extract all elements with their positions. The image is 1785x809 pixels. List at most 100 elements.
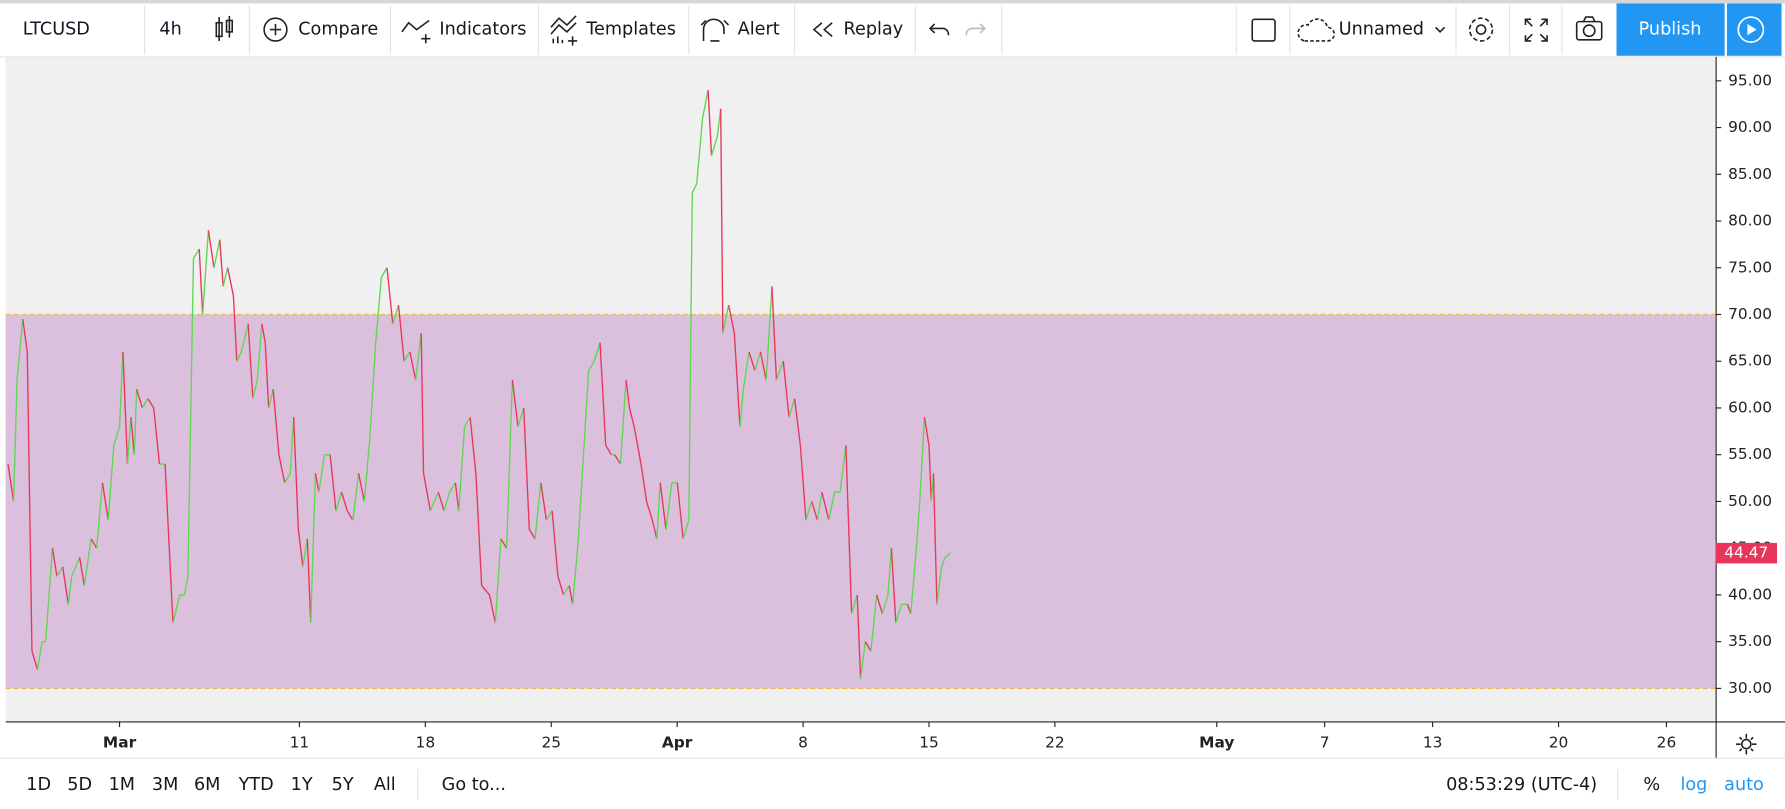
- x-tick-label: 22: [1045, 734, 1065, 752]
- layout-icon[interactable]: [1251, 18, 1276, 42]
- clock: 08:53:29 (UTC-4): [1446, 775, 1597, 795]
- line-segment: [588, 360, 595, 371]
- line-segment: [932, 473, 938, 605]
- top-border: [0, 0, 1785, 4]
- range-button[interactable]: 1D: [26, 775, 51, 795]
- line-segment: [494, 538, 502, 624]
- layout-name[interactable]: Unnamed: [1339, 20, 1424, 40]
- range-button[interactable]: 5Y: [332, 775, 354, 795]
- line-segment: [645, 501, 653, 521]
- line-segment: [314, 473, 320, 493]
- goto-button[interactable]: Go to...: [442, 775, 506, 795]
- range-button[interactable]: All: [374, 775, 396, 795]
- line-segment: [890, 548, 897, 624]
- line-segment: [701, 90, 709, 119]
- interval[interactable]: 4h: [159, 20, 181, 40]
- line-segment: [226, 267, 235, 296]
- range-button[interactable]: 5D: [67, 775, 92, 795]
- chart-type-icon[interactable]: [215, 15, 234, 41]
- scale-option[interactable]: auto: [1724, 775, 1764, 795]
- undo-button[interactable]: [928, 23, 950, 36]
- range-button[interactable]: 1M: [109, 775, 135, 795]
- x-tick-label: 18: [416, 734, 436, 752]
- line-segment: [318, 454, 326, 493]
- line-segment: [551, 510, 559, 577]
- snapshot-button[interactable]: [1575, 16, 1603, 41]
- line-segment: [469, 417, 477, 474]
- alert-button[interactable]: Alert: [738, 20, 780, 40]
- fullscreen-button[interactable]: [1524, 18, 1548, 42]
- line-segment: [659, 482, 667, 530]
- line-segment: [906, 604, 912, 614]
- replay-icon[interactable]: [812, 22, 833, 38]
- line-segment: [727, 305, 736, 334]
- line-segment: [517, 407, 525, 427]
- line-segment: [172, 594, 181, 624]
- line-segment: [720, 108, 724, 334]
- line-segment: [62, 566, 69, 605]
- line-segment: [56, 566, 64, 577]
- symbol[interactable]: LTCUSD: [23, 20, 90, 40]
- x-tick-label: 25: [541, 734, 561, 752]
- layout-menu[interactable]: [1434, 26, 1446, 33]
- line-segment: [696, 118, 704, 184]
- cloud-icon[interactable]: [1297, 18, 1335, 42]
- templates-icon[interactable]: [550, 15, 578, 46]
- line-segment: [101, 482, 109, 521]
- line-segment: [278, 454, 286, 483]
- line-segment: [881, 594, 889, 614]
- line-segment: [722, 305, 730, 334]
- axis-settings[interactable]: [1736, 733, 1757, 755]
- line-segment: [135, 389, 144, 409]
- line-segment: [380, 267, 388, 278]
- line-segment: [568, 585, 574, 605]
- range-button[interactable]: 1Y: [291, 775, 313, 795]
- line-segment: [582, 370, 590, 465]
- line-segment: [463, 416, 471, 428]
- line-segment: [839, 445, 847, 493]
- line-segment: [856, 594, 862, 680]
- line-segment: [346, 510, 354, 521]
- line-segment: [682, 519, 690, 540]
- line-segment: [739, 389, 745, 427]
- line-segment: [458, 426, 466, 511]
- line-segment: [306, 538, 312, 623]
- scale-option[interactable]: %: [1643, 775, 1660, 795]
- line-segment: [821, 491, 830, 521]
- line-segment: [707, 90, 713, 156]
- line-segment: [284, 473, 291, 484]
- x-tick-label: 26: [1657, 734, 1677, 752]
- replay-button[interactable]: Replay: [844, 20, 904, 40]
- indicators-button[interactable]: Indicators: [439, 20, 526, 40]
- line-segment: [96, 482, 104, 549]
- line-segment: [605, 445, 612, 456]
- line-segment: [788, 398, 796, 418]
- line-segment: [811, 501, 819, 521]
- publish-button[interactable]: [1616, 3, 1725, 56]
- range-button[interactable]: YTD: [238, 775, 274, 795]
- x-tick-label: 15: [919, 734, 939, 752]
- line-segment: [126, 417, 132, 465]
- indicators-icon[interactable]: [401, 19, 431, 44]
- line-segment: [775, 361, 784, 381]
- line-segment: [164, 464, 174, 623]
- scale-option[interactable]: log: [1680, 775, 1707, 795]
- line-segment: [534, 482, 542, 539]
- line-segment: [51, 548, 58, 577]
- line-segment: [771, 286, 778, 380]
- compare-icon[interactable]: [263, 17, 288, 42]
- line-segment: [919, 417, 926, 502]
- range-button[interactable]: 3M: [152, 775, 178, 795]
- settings-button[interactable]: [1468, 17, 1494, 42]
- redo-button[interactable]: [965, 23, 986, 36]
- range-button[interactable]: 6M: [194, 775, 220, 795]
- line-segment: [192, 248, 200, 259]
- y-tick-label: 50.00: [1728, 492, 1772, 510]
- templates-button[interactable]: Templates: [585, 20, 676, 40]
- compare-button[interactable]: Compare: [298, 20, 378, 40]
- line-segment: [870, 594, 878, 652]
- line-segment: [875, 594, 884, 614]
- line-segment: [850, 594, 858, 614]
- line-segment: [7, 463, 15, 502]
- alert-icon[interactable]: [700, 18, 730, 42]
